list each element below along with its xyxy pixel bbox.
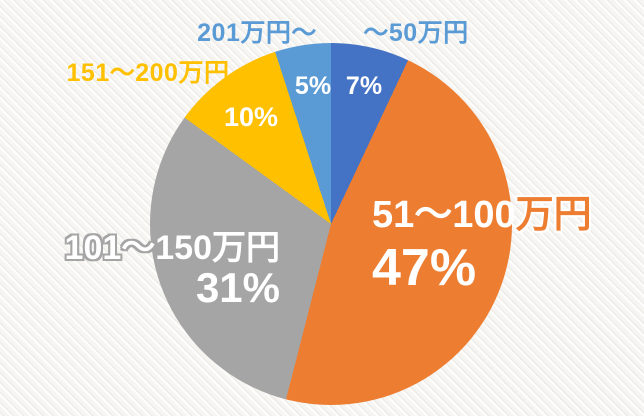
- orange-slice-category-suffix: 万円: [515, 194, 592, 236]
- callout-label-under50: 〜50万円: [363, 19, 469, 47]
- orange-slice-label: 51〜100万円 47%: [372, 196, 592, 294]
- orange-slice-category-text: 51〜100万円: [372, 196, 592, 234]
- slice-percent-under50: 7%: [345, 72, 383, 100]
- orange-slice-category-main: 51〜100: [372, 194, 516, 236]
- gray-slice-category-text: 101〜150万円: [64, 229, 280, 267]
- slice-percent-201over: 5%: [294, 72, 332, 100]
- pie-chart: [150, 43, 512, 405]
- callout-label-151-200: 151〜200万円: [66, 59, 230, 87]
- gray-slice-percent: 31%: [195, 264, 280, 311]
- slice-percent-151-200: 10%: [223, 102, 279, 132]
- gray-slice-label: 101〜150万円 31%: [40, 231, 280, 309]
- callout-label-201over: 201万円〜: [197, 19, 317, 47]
- orange-slice-percent: 47%: [372, 239, 477, 297]
